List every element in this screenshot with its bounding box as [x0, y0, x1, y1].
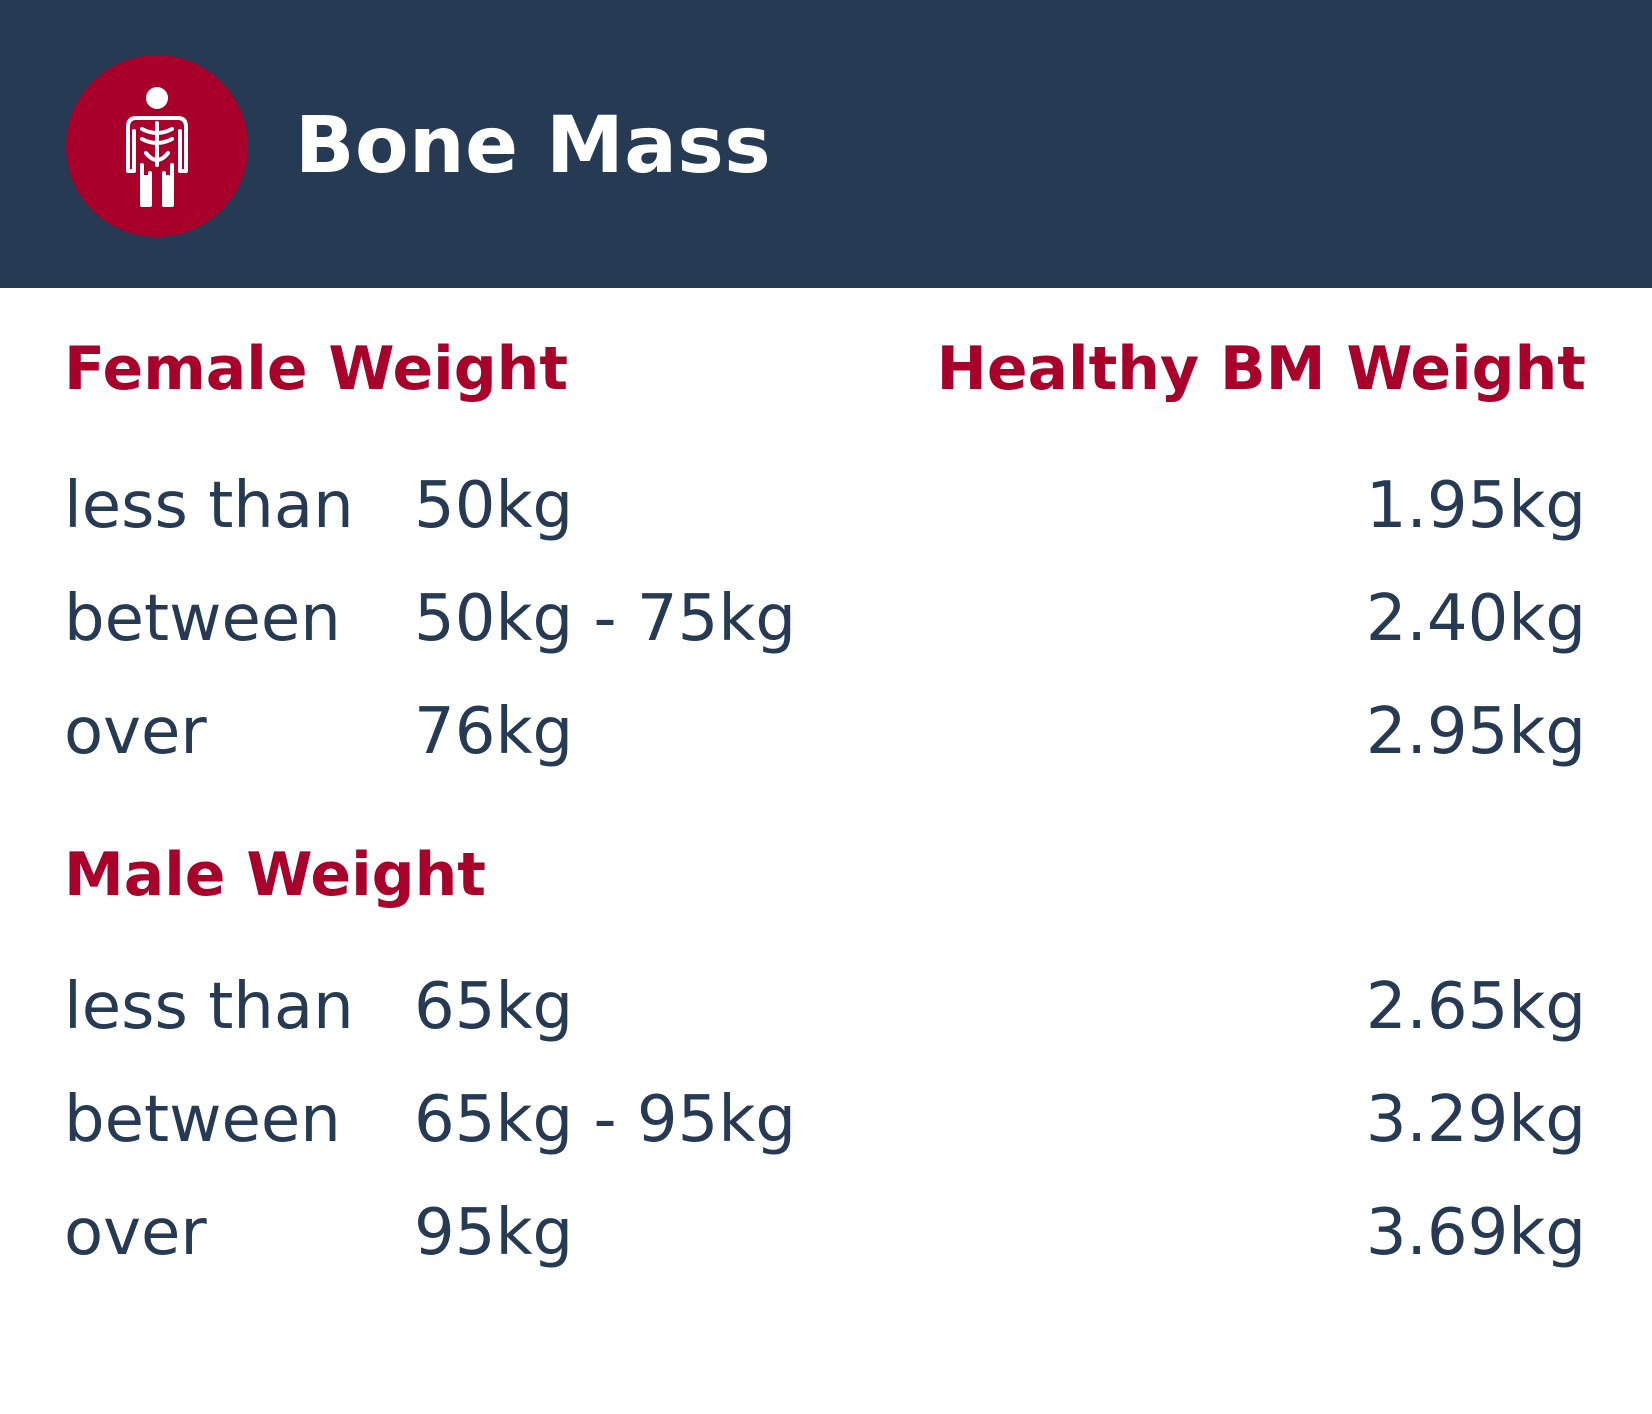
row-value: 3.29kg [1365, 1083, 1586, 1157]
row-qualifier: over [64, 1196, 207, 1270]
row-range: 65kg [414, 970, 574, 1044]
row-value: 3.69kg [1365, 1196, 1586, 1270]
table-row: less than 50kg 1.95kg [0, 466, 1652, 546]
row-qualifier: less than [64, 469, 354, 543]
row-range: 65kg - 95kg [414, 1083, 797, 1157]
row-qualifier: between [64, 1083, 341, 1157]
table-row: over 76kg 2.95kg [0, 692, 1652, 772]
table-row: less than 65kg 2.65kg [0, 967, 1652, 1047]
row-value: 2.95kg [1365, 695, 1586, 769]
row-value: 2.65kg [1365, 970, 1586, 1044]
human-skeleton-icon [66, 55, 248, 237]
row-range: 95kg [414, 1196, 574, 1270]
header-banner: Bone Mass [0, 0, 1652, 288]
row-range: 76kg [414, 695, 574, 769]
female-weight-heading: Female Weight [64, 334, 569, 404]
row-qualifier: less than [64, 970, 354, 1044]
table-row: between 65kg - 95kg 3.29kg [0, 1080, 1652, 1160]
row-range: 50kg - 75kg [414, 582, 797, 656]
healthy-bm-weight-heading: Healthy BM Weight [936, 334, 1586, 404]
row-qualifier: between [64, 582, 341, 656]
table-row: between 50kg - 75kg 2.40kg [0, 579, 1652, 659]
row-qualifier: over [64, 695, 207, 769]
table-row: over 95kg 3.69kg [0, 1193, 1652, 1273]
male-weight-heading: Male Weight [64, 840, 486, 910]
page-title: Bone Mass [295, 101, 772, 191]
row-range: 50kg [414, 469, 574, 543]
row-value: 2.40kg [1365, 582, 1586, 656]
row-value: 1.95kg [1365, 469, 1586, 543]
